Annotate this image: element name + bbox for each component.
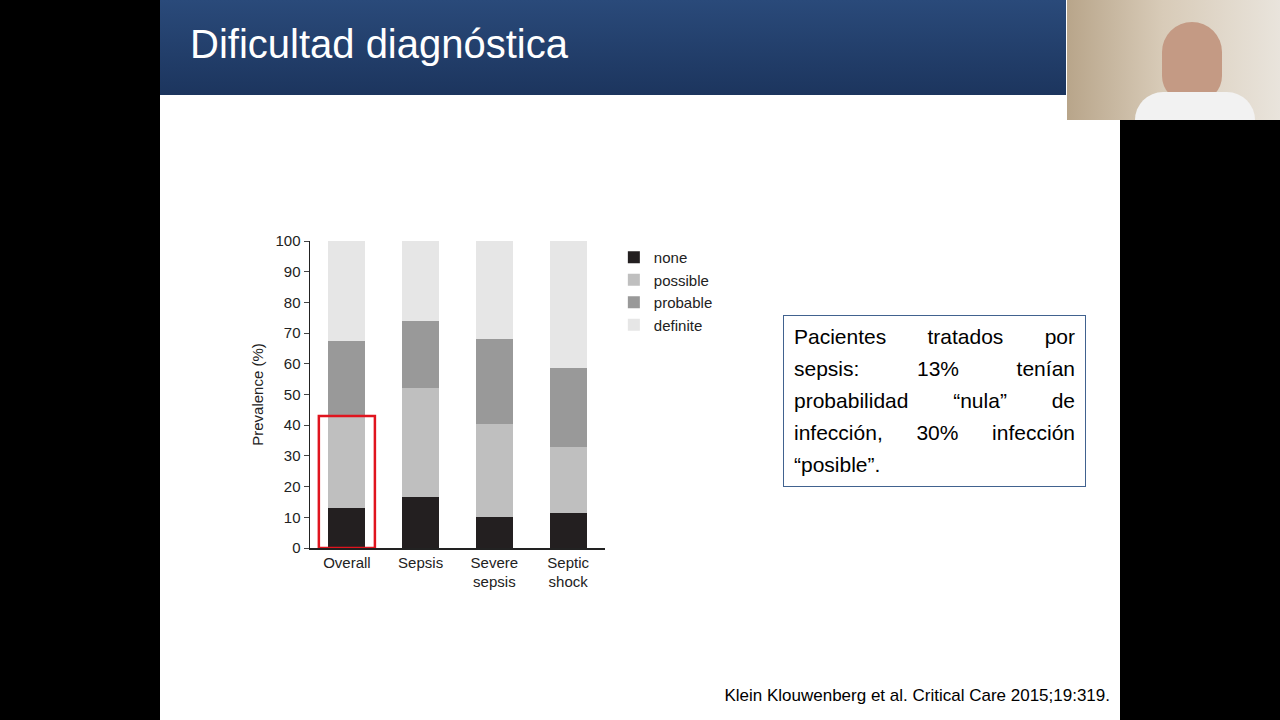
svg-text:0: 0 [292, 539, 300, 556]
svg-text:80: 80 [284, 294, 301, 311]
svg-text:none: none [654, 249, 687, 266]
svg-text:possible: possible [654, 272, 709, 289]
svg-text:90: 90 [284, 263, 301, 280]
svg-text:70: 70 [284, 324, 301, 341]
svg-text:50: 50 [284, 386, 301, 403]
svg-text:60: 60 [284, 355, 301, 372]
svg-text:10: 10 [284, 509, 301, 526]
svg-text:Prevalence (%): Prevalence (%) [249, 343, 266, 446]
svg-text:Septicshock: Septicshock [547, 554, 589, 591]
svg-text:Severesepsis: Severesepsis [471, 554, 519, 591]
svg-text:20: 20 [284, 478, 301, 495]
svg-text:definite: definite [654, 317, 702, 334]
html-text:Pacientes tratados por sepsis:: Pacientes tratados por sepsis: 13% tenía… [794, 325, 1075, 476]
html-text:Klein Klouwenberg et al. Criti: Klein Klouwenberg et al. Critical Care 2… [724, 686, 1110, 705]
html-text:Dificultad diagnóstica: Dificultad diagnóstica [190, 22, 568, 66]
svg-text:100: 100 [275, 232, 300, 249]
svg-text:40: 40 [284, 416, 301, 433]
svg-text:probable: probable [654, 294, 712, 311]
svg-text:Sepsis: Sepsis [398, 554, 443, 571]
svg-text:Overall: Overall [323, 554, 371, 571]
svg-text:30: 30 [284, 447, 301, 464]
